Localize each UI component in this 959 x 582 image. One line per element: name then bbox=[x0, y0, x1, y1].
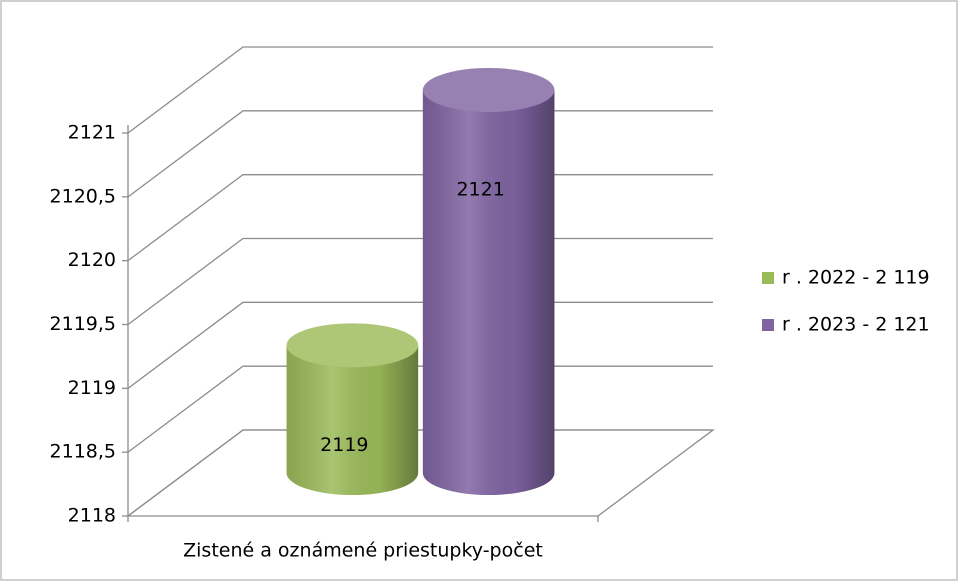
bar-shade bbox=[422, 90, 555, 495]
y-tick-label: 2121 bbox=[68, 122, 116, 144]
bar-shade bbox=[286, 345, 419, 495]
y-tick-label: 2119,5 bbox=[50, 313, 116, 335]
y-tick-label: 2120,5 bbox=[50, 185, 116, 207]
grid-line bbox=[127, 237, 713, 326]
grid-line bbox=[127, 110, 713, 198]
data-label: 2119 bbox=[320, 434, 368, 456]
bar-top bbox=[422, 68, 555, 112]
grid-line bbox=[127, 301, 713, 389]
y-tick-label: 2120 bbox=[68, 249, 116, 271]
bar-top bbox=[286, 323, 419, 368]
grid-line bbox=[127, 365, 713, 453]
grid-line bbox=[127, 174, 713, 262]
y-tick-label: 2118,5 bbox=[50, 441, 116, 463]
data-label: 2121 bbox=[456, 179, 504, 201]
x-tick-label: Zistené a oznámené priestupky-počet bbox=[183, 540, 543, 562]
legend-swatch bbox=[762, 272, 774, 284]
legend-label: r . 2022 - 2 119 bbox=[782, 267, 930, 289]
bar-top-shade bbox=[422, 68, 555, 112]
y-tick-label: 2118 bbox=[68, 505, 116, 527]
bar-top-shade bbox=[286, 323, 419, 368]
legend-label: r . 2023 - 2 121 bbox=[782, 314, 930, 336]
grid-line bbox=[127, 46, 713, 134]
grid-line bbox=[127, 429, 713, 517]
y-tick-label: 2119 bbox=[68, 377, 116, 399]
legend-swatch bbox=[762, 319, 774, 331]
